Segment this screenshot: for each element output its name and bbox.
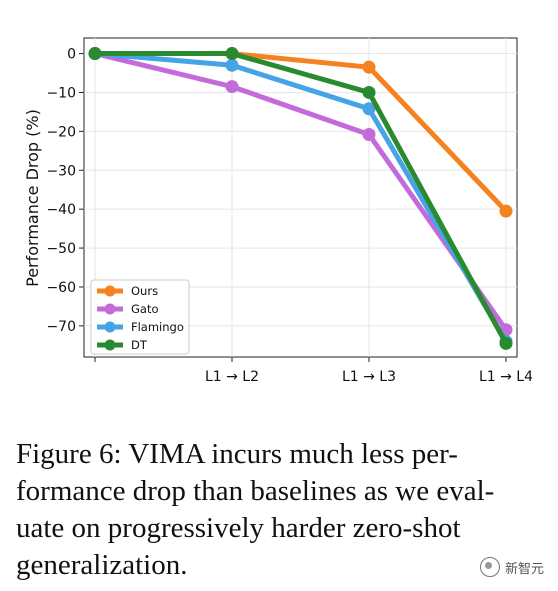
x-tick-label: L1 → L2: [205, 369, 259, 385]
data-point: [362, 85, 376, 99]
data-point: [362, 60, 376, 74]
caption-line-1: Figure 6: VIMA incurs much less per-: [16, 438, 458, 470]
x-tick-label: L1 → L3: [342, 369, 396, 385]
line-chart: 0−10−20−30−40−50−60−70 L1 → L2 L1 → L3 L1 …: [23, 37, 533, 385]
caption-line-4: generalization.: [16, 549, 188, 581]
legend-entry: Ours: [97, 284, 158, 298]
y-ticks: 0 −10 −20 −30 −40 −50 −60 −70: [46, 47, 84, 335]
figure-caption: Figure 6: VIMA incurs much less per- for…: [16, 436, 544, 584]
series-line: [95, 51, 509, 345]
y-tick-label: −60: [46, 280, 76, 296]
legend-label: Ours: [131, 284, 158, 298]
y-tick-label: −10: [46, 85, 76, 101]
caption-line-3: uate on progressively harder zero-shot: [16, 512, 461, 544]
watermark: 新智元: [479, 557, 544, 577]
watermark-text: 新智元: [504, 561, 544, 577]
legend-label: Flamingo: [131, 320, 184, 334]
legend-box: [90, 279, 190, 355]
legend-swatch-marker: [104, 285, 116, 297]
wechat-logo-icon: [479, 557, 500, 577]
series-group: [88, 47, 513, 350]
legend-entry: Flamingo: [97, 320, 184, 334]
legend-swatch-marker: [104, 339, 116, 351]
data-point: [225, 58, 239, 72]
legend: Ours Gato Flamingo DT: [90, 279, 190, 355]
legend-label: DT: [131, 338, 148, 352]
legend-entry: Gato: [97, 302, 159, 316]
data-point: [362, 127, 376, 141]
legend-entry: DT: [97, 338, 148, 352]
legend-swatch-marker: [104, 303, 116, 315]
data-point: [225, 80, 239, 94]
y-tick-label: 0: [67, 47, 76, 63]
y-tick-label: −50: [46, 241, 76, 257]
data-point: [499, 204, 513, 218]
data-point: [88, 47, 102, 61]
legend-label: Gato: [131, 302, 159, 316]
series-dt: [88, 47, 513, 350]
x-ticks: L1 → L2 L1 → L3 L1 → L4: [94, 357, 533, 385]
y-tick-label: −40: [46, 202, 76, 218]
y-axis-label: Performance Drop (%): [23, 109, 42, 287]
y-tick-label: −20: [46, 124, 76, 140]
series-line: [94, 51, 509, 343]
legend-swatch-marker: [104, 321, 116, 333]
caption-line-2: formance drop than baselines as we eval-: [16, 475, 495, 507]
y-tick-label: −30: [46, 163, 76, 179]
y-tick-label: −70: [46, 319, 76, 335]
series-line: [94, 51, 509, 332]
data-point: [362, 102, 376, 116]
data-point: [225, 47, 239, 61]
x-tick-label: L1 → L4: [479, 369, 533, 385]
data-point: [499, 336, 513, 350]
